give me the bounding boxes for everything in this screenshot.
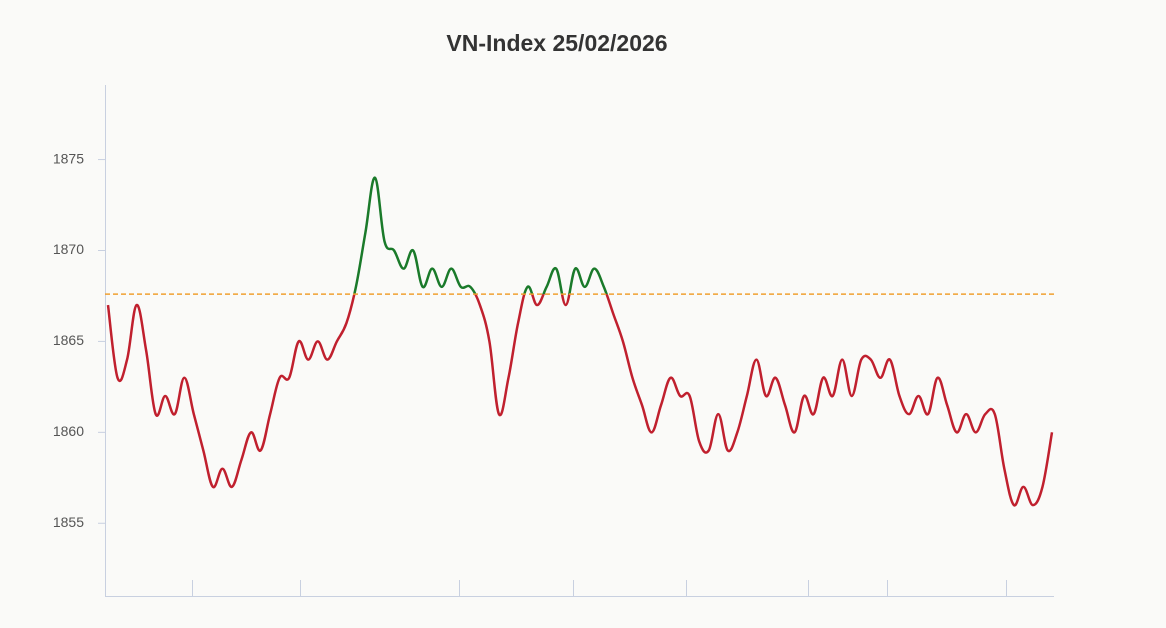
line-below <box>106 294 1054 507</box>
y-tick-label: 1865 <box>53 332 84 348</box>
line-above <box>353 176 608 295</box>
chart-title: VN-Index 25/02/2026 <box>446 30 667 56</box>
y-tick-label: 1860 <box>53 423 84 439</box>
y-tick-label: 1855 <box>53 514 84 530</box>
y-tick-label: 1870 <box>53 241 84 257</box>
y-tick-label: 1875 <box>53 150 84 166</box>
x-axis <box>105 85 1054 597</box>
